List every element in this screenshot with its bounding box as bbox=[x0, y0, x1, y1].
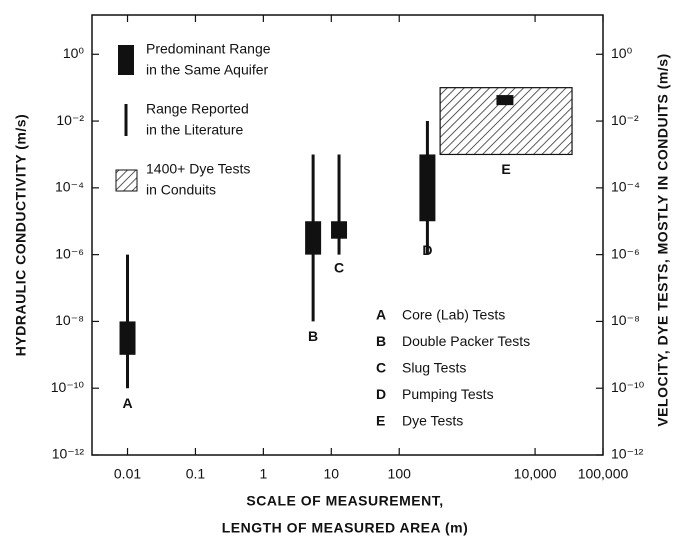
key-letter: E bbox=[376, 413, 385, 429]
x-axis-title: LENGTH OF MEASURED AREA (m) bbox=[222, 520, 469, 536]
y2-tick-label: 10⁻² bbox=[611, 112, 639, 128]
x-tick-label: 10 bbox=[324, 466, 340, 482]
key-name: Core (Lab) Tests bbox=[402, 307, 505, 323]
series-letter: A bbox=[122, 395, 132, 411]
key-name: Dye Tests bbox=[402, 413, 463, 429]
y-tick-label: 10⁻⁶ bbox=[55, 245, 84, 261]
y2-tick-label: 10⁻⁴ bbox=[611, 179, 640, 195]
x-tick-label: 100 bbox=[388, 466, 412, 482]
y2-axis-title: VELOCITY, DYE TESTS, MOSTLY IN CONDUITS … bbox=[655, 53, 671, 426]
legend-label: Range Reported bbox=[146, 101, 249, 117]
legend-swatch bbox=[118, 45, 134, 75]
x-tick-label: 0.1 bbox=[186, 466, 206, 482]
key-letter: A bbox=[376, 307, 386, 323]
legend-label: in the Same Aquifer bbox=[146, 62, 269, 78]
y-tick-label: 10⁻² bbox=[56, 112, 84, 128]
x-axis-title: SCALE OF MEASUREMENT, bbox=[246, 493, 443, 509]
predominant-range bbox=[119, 321, 136, 355]
x-tick-label: 10,000 bbox=[514, 466, 557, 482]
y2-tick-label: 10⁻¹⁰ bbox=[611, 379, 645, 395]
legend-label: 1400+ Dye Tests bbox=[146, 161, 250, 177]
predominant-range bbox=[331, 221, 348, 239]
y-axis-title: HYDRAULIC CONDUCTIVITY (m/s) bbox=[13, 114, 29, 356]
series-letter: D bbox=[422, 242, 432, 258]
key-letter: B bbox=[376, 333, 386, 349]
series-letter: C bbox=[334, 259, 344, 275]
key-name: Pumping Tests bbox=[402, 386, 494, 402]
y2-tick-label: 10⁻⁶ bbox=[611, 245, 640, 261]
legend-label: Predominant Range bbox=[146, 41, 271, 57]
x-tick-label: 0.01 bbox=[114, 466, 141, 482]
plot-frame bbox=[91, 14, 604, 456]
y-tick-label: 10⁻¹² bbox=[52, 446, 85, 462]
key-letter: D bbox=[376, 386, 386, 402]
predominant-range bbox=[419, 154, 436, 222]
legend-label: in the Literature bbox=[146, 122, 243, 138]
y2-tick-label: 10⁻¹² bbox=[611, 446, 644, 462]
key-letter: C bbox=[376, 360, 386, 376]
series-letter: E bbox=[501, 161, 510, 177]
x-tick-label: 100,000 bbox=[578, 466, 629, 482]
key-name: Slug Tests bbox=[402, 360, 466, 376]
predominant-range bbox=[496, 95, 514, 106]
y2-tick-label: 10⁻⁸ bbox=[611, 312, 640, 328]
y-tick-label: 10⁰ bbox=[63, 45, 85, 61]
legend-swatch bbox=[115, 169, 138, 192]
series-letter: B bbox=[308, 328, 318, 344]
y-tick-label: 10⁻⁴ bbox=[55, 179, 84, 195]
x-tick-label: 1 bbox=[259, 466, 267, 482]
predominant-range bbox=[305, 221, 322, 255]
y2-tick-label: 10⁰ bbox=[611, 45, 633, 61]
key-name: Double Packer Tests bbox=[402, 333, 530, 349]
legend-label: in Conduits bbox=[146, 182, 216, 198]
y-tick-label: 10⁻¹⁰ bbox=[51, 379, 85, 395]
y-tick-label: 10⁻⁸ bbox=[55, 312, 84, 328]
